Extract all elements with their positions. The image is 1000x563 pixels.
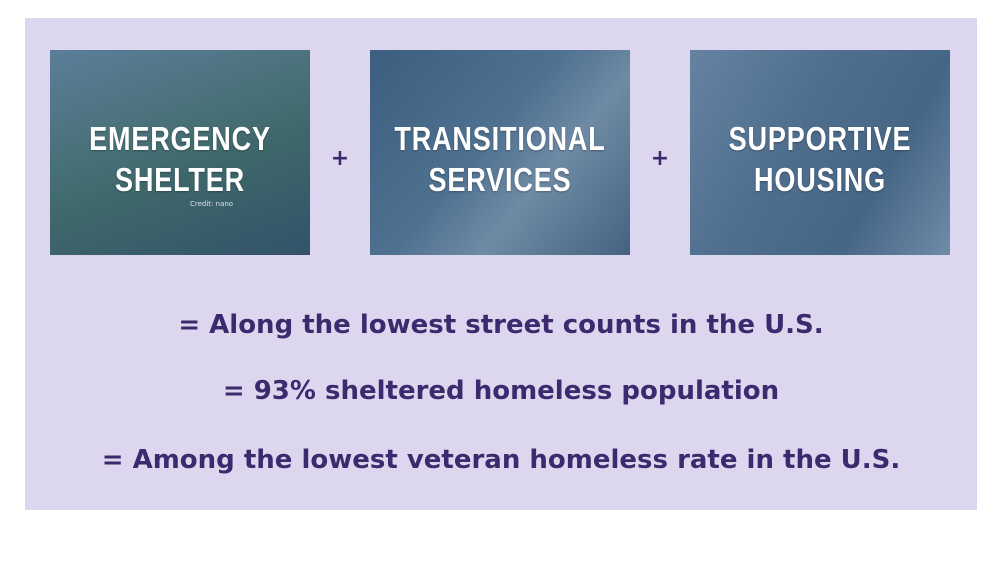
image-panel: EMERGENCY SHELTER Credit: nano xyxy=(50,50,310,255)
photo-tint xyxy=(50,50,310,255)
photo-credit: Credit: nano xyxy=(190,200,234,208)
label-line: HOUSING xyxy=(753,161,887,198)
statement: = 93% sheltered homeless population xyxy=(222,376,780,406)
label-line: SHELTER xyxy=(114,161,246,198)
label-line: TRANSITIONAL xyxy=(394,120,606,157)
statement: = Among the lowest veteran homeless rate… xyxy=(101,445,901,475)
label-line: SUPPORTIVE xyxy=(728,120,912,157)
label-line: EMERGENCY xyxy=(89,120,271,157)
image-panel: TRANSITIONAL SERVICES xyxy=(370,50,630,255)
photo-tint xyxy=(370,50,630,255)
photo-tint xyxy=(690,50,950,255)
statement: = Along the lowest street counts in the … xyxy=(178,310,824,340)
plus-sign: + xyxy=(650,146,670,171)
panel-label: SUPPORTIVE HOUSING xyxy=(713,118,926,200)
plus-sign: + xyxy=(330,146,350,171)
image-panel: SUPPORTIVE HOUSING xyxy=(690,50,950,255)
photo xyxy=(370,50,630,255)
slide: EMERGENCY SHELTER Credit: nano + TRANSIT… xyxy=(25,18,977,510)
panel-label: EMERGENCY SHELTER xyxy=(73,118,286,200)
photo xyxy=(50,50,310,255)
panel-label: TRANSITIONAL SERVICES xyxy=(393,118,606,200)
label-line: SERVICES xyxy=(428,161,572,198)
photo xyxy=(690,50,950,255)
